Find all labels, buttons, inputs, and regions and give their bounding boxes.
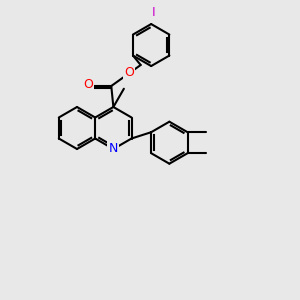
Text: O: O: [124, 66, 134, 79]
Text: O: O: [83, 79, 93, 92]
Text: I: I: [152, 6, 155, 19]
Text: N: N: [109, 142, 118, 155]
